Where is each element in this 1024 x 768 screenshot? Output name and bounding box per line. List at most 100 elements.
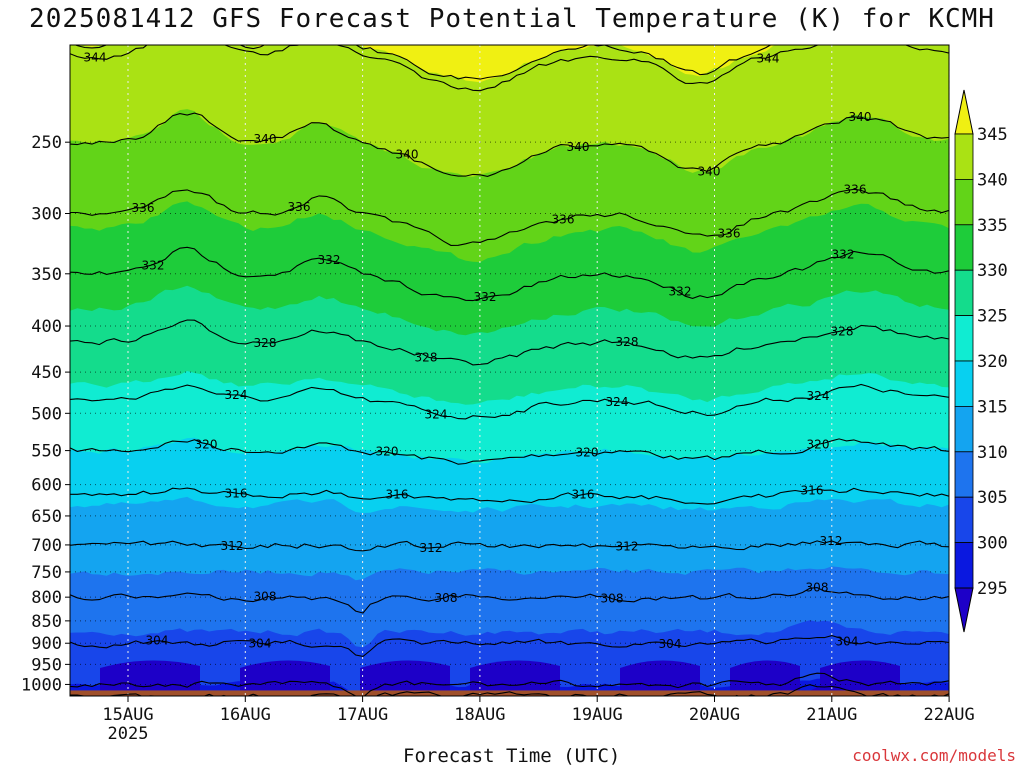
surface-cold-pocket [240, 660, 330, 696]
contour-label: 340 [567, 140, 590, 154]
contour-label: 316 [801, 483, 824, 497]
contour-line-332 [70, 246, 949, 302]
y-tick-label: 1000 [21, 675, 62, 695]
contour-label: 304 [836, 635, 859, 649]
contour-label: 340 [698, 164, 721, 178]
y-tick-label: 750 [31, 563, 62, 583]
contour-label: 304 [249, 637, 272, 651]
y-tick-label: 500 [31, 404, 62, 424]
contour-label: 340 [396, 147, 419, 161]
contour-line-312 [70, 540, 949, 552]
colorbar-segment [954, 315, 974, 362]
contour-line-324 [70, 383, 949, 420]
colorbar-label: 325 [977, 307, 1008, 327]
contour-line-300 [70, 672, 949, 696]
colorbar-segment [954, 224, 974, 271]
contour-label: 332 [142, 258, 165, 272]
y-tick-label: 250 [31, 133, 62, 153]
contour-label: 324 [425, 407, 448, 421]
x-tick-label: 20AUG [689, 705, 740, 725]
y-tick-label: 350 [31, 265, 62, 285]
contour-label: 332 [832, 247, 855, 261]
contour-label: 332 [318, 253, 341, 267]
colorbar-segment [954, 542, 974, 589]
surface-cold-pocket [730, 660, 800, 696]
contour-line-304 [70, 635, 949, 657]
y-tick-label: 900 [31, 634, 62, 654]
contour-label: 344 [84, 51, 107, 65]
x-tick-label: 18AUG [454, 705, 505, 725]
colorbar-label: 310 [977, 443, 1008, 463]
contour-label: 308 [806, 581, 829, 595]
contour-label: 324 [807, 389, 830, 403]
contour-label: 320 [195, 437, 218, 451]
colorbar-segment [954, 269, 974, 317]
contour-label: 308 [254, 589, 277, 603]
colorbar-label: 305 [977, 488, 1008, 508]
surface-cold-pocket [100, 660, 200, 696]
contour-label: 316 [386, 487, 409, 501]
y-tick-label: 600 [31, 476, 62, 496]
contour-label: 332 [474, 290, 497, 304]
ground-surface [70, 690, 949, 696]
y-tick-label: 400 [31, 317, 62, 337]
contour-label: 312 [221, 539, 244, 553]
y-tick-label: 700 [31, 536, 62, 556]
colorbar-segment [954, 405, 974, 453]
contour-line-296 [70, 684, 949, 696]
contour-label: 336 [552, 213, 575, 227]
x-tick-label: 17AUG [337, 705, 388, 725]
contour-label: 328 [415, 350, 438, 364]
contour-label: 308 [601, 592, 624, 606]
contour-label: 320 [376, 445, 399, 459]
contour-label: 320 [576, 446, 599, 460]
contour-label: 316 [572, 488, 595, 502]
x-tick-sublabel: 2025 [108, 724, 149, 744]
colorbar-segment [954, 451, 974, 498]
contour-label: 336 [132, 201, 155, 215]
colorbar-label: 300 [977, 534, 1008, 554]
colorbar-label: 315 [977, 397, 1008, 417]
contour-label: 324 [606, 395, 629, 409]
colorbar-segment [954, 133, 974, 180]
plot-frame [69, 44, 950, 697]
source-credit: coolwx.com/models [852, 746, 1016, 765]
contour-label: 312 [820, 534, 843, 548]
colorbar-segment [954, 178, 974, 226]
contour-label: 336 [718, 226, 741, 240]
contour-label: 324 [225, 388, 248, 402]
x-tick-label: 22AUG [924, 705, 975, 725]
contour-label: 340 [254, 132, 277, 146]
x-tick-label: 21AUG [806, 705, 857, 725]
contour-label: 304 [659, 637, 682, 651]
colorbar-label: 330 [977, 261, 1008, 281]
contour-line-348 [74, 45, 772, 80]
x-axis-label: Forecast Time (UTC) [403, 745, 621, 767]
colorbar-label: 320 [977, 352, 1008, 372]
y-tick-label: 800 [31, 588, 62, 608]
contour-label: 304 [146, 634, 169, 648]
y-tick-label: 850 [31, 612, 62, 632]
contour-line-328 [70, 319, 949, 366]
y-tick-label: 450 [31, 363, 62, 383]
contour-line-316 [70, 487, 949, 505]
surface-cold-pocket [470, 660, 560, 696]
contour-label: 328 [616, 335, 639, 349]
colorbar-label: 345 [977, 125, 1008, 145]
x-tick-label: 19AUG [572, 705, 623, 725]
chart-title: 2025081412 GFS Forecast Potential Temper… [29, 4, 995, 34]
contour-label: 328 [831, 324, 854, 338]
colorbar-label: 335 [977, 216, 1008, 236]
contour-line-344 [70, 45, 949, 92]
contour-line-336 [70, 188, 949, 246]
colorbar-segment [954, 496, 974, 544]
colorbar-max-arrow [954, 89, 974, 135]
y-tick-label: 300 [31, 205, 62, 225]
contour-label: 336 [844, 182, 867, 196]
contour-label: 312 [616, 539, 639, 553]
surface-cold-pocket [360, 660, 450, 696]
x-tick-label: 16AUG [220, 705, 271, 725]
y-tick-label: 650 [31, 507, 62, 527]
contour-label: 340 [849, 110, 872, 124]
